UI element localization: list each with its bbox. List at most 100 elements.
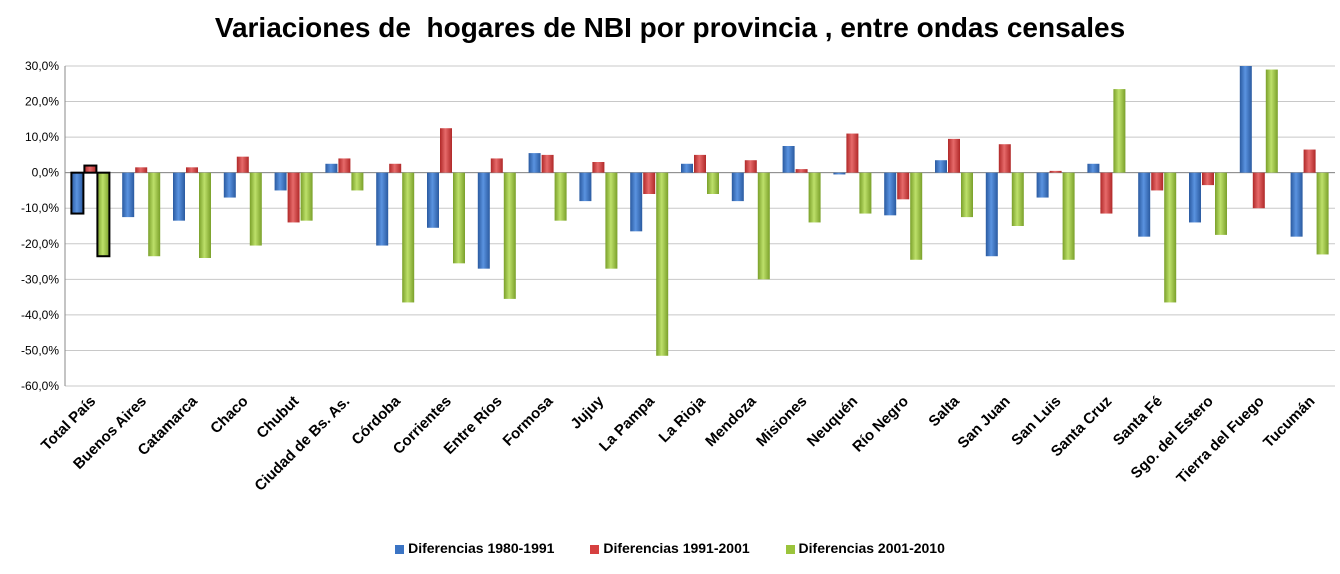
bar [236, 156, 249, 173]
bar [833, 172, 846, 175]
bar [1189, 172, 1201, 223]
bar [274, 172, 287, 191]
bar [402, 172, 415, 303]
legend-label: Diferencias 1991-2001 [603, 540, 750, 556]
x-tick-label: Tierra del Fuego [1173, 393, 1267, 487]
bar [541, 154, 554, 173]
bar [96, 171, 111, 258]
legend-swatch-blue [395, 544, 405, 554]
bar [148, 172, 161, 257]
bar [1062, 172, 1075, 260]
bar [948, 138, 960, 173]
bar [998, 144, 1011, 173]
y-tick-label: 10,0% [25, 130, 59, 144]
bar [630, 172, 643, 232]
bar [707, 172, 719, 194]
bar [351, 172, 364, 191]
x-tick-label: Chubut [253, 393, 302, 442]
bar [135, 167, 148, 173]
bar [1011, 172, 1024, 226]
x-tick-label: La Pampa [596, 392, 659, 455]
bar [910, 172, 923, 260]
x-tick-label: Formosa [500, 392, 557, 449]
bar [935, 160, 947, 173]
bar [528, 153, 541, 173]
y-tick-label: -60,0% [21, 379, 59, 393]
x-tick-label: Chaco [207, 393, 251, 437]
bar [1164, 172, 1177, 303]
x-tick-label: Río Negro [849, 393, 912, 456]
bar [744, 160, 757, 173]
bar [1151, 172, 1164, 191]
bar [1049, 170, 1062, 173]
bar [122, 172, 135, 218]
bar [1316, 172, 1329, 255]
bar [859, 172, 872, 214]
bar [1265, 69, 1278, 173]
legend-swatch-green [785, 544, 795, 554]
bar [757, 172, 770, 280]
bar [287, 172, 300, 223]
x-tick-label: San Juan [954, 393, 1013, 452]
x-tick-label: Tucumán [1260, 393, 1318, 451]
y-tick-label: -50,0% [21, 343, 59, 357]
x-tick-label: Salta [925, 392, 963, 430]
x-tick-label: Mendoza [702, 392, 760, 450]
bar [694, 154, 706, 173]
bar [199, 172, 211, 258]
y-tick-label: -20,0% [21, 237, 59, 251]
y-tick-label: -40,0% [21, 308, 59, 322]
bar [186, 167, 198, 173]
legend-swatch-red [590, 544, 600, 554]
bar [1113, 89, 1126, 173]
bar [453, 172, 465, 264]
bar [897, 172, 910, 200]
bar [1239, 66, 1252, 173]
bar [1215, 172, 1227, 235]
bar [643, 172, 656, 194]
y-tick-label: 0,0% [32, 166, 60, 180]
bar [681, 163, 693, 173]
bar [795, 169, 808, 173]
bar [325, 163, 338, 173]
bar [1100, 172, 1113, 214]
bar [1303, 149, 1316, 173]
x-tick-label: Jujuy [567, 392, 607, 432]
bar [605, 172, 618, 269]
bars [70, 66, 1329, 356]
bar [173, 172, 185, 221]
legend-item-2001-2010: Diferencias 2001-2010 [785, 540, 945, 556]
bar [808, 172, 821, 223]
bar [338, 158, 351, 173]
bar [503, 172, 516, 299]
bar [1087, 163, 1100, 173]
bar [884, 172, 897, 216]
y-tick-label: -10,0% [21, 201, 59, 215]
y-axis: 30,0% 20,0% 10,0% 0,0% -10,0% -20,0% -30,0% -40… [21, 59, 1335, 393]
legend: Diferencias 1980-1991 Diferencias 1991-2… [0, 540, 1340, 556]
bar [223, 172, 236, 198]
bar [731, 172, 744, 202]
bar [300, 172, 313, 221]
bar [985, 172, 998, 257]
bar [490, 158, 503, 173]
bar [83, 164, 98, 174]
bar [961, 172, 973, 218]
bar [249, 172, 262, 246]
y-tick-label: 30,0% [25, 59, 59, 73]
y-tick-label: -30,0% [21, 272, 59, 286]
x-tick-label: Misiones [753, 393, 810, 450]
bar [1036, 172, 1049, 198]
bar [846, 133, 859, 173]
x-tick-label: Ciudad de Bs. As. [251, 393, 353, 495]
bar [782, 146, 795, 173]
legend-label: Diferencias 2001-2010 [798, 540, 945, 556]
legend-item-1980-1991: Diferencias 1980-1991 [395, 540, 554, 556]
bar [579, 172, 592, 202]
bar [592, 162, 605, 173]
bar [1290, 172, 1303, 237]
bar [656, 172, 669, 356]
bar [1138, 172, 1151, 237]
